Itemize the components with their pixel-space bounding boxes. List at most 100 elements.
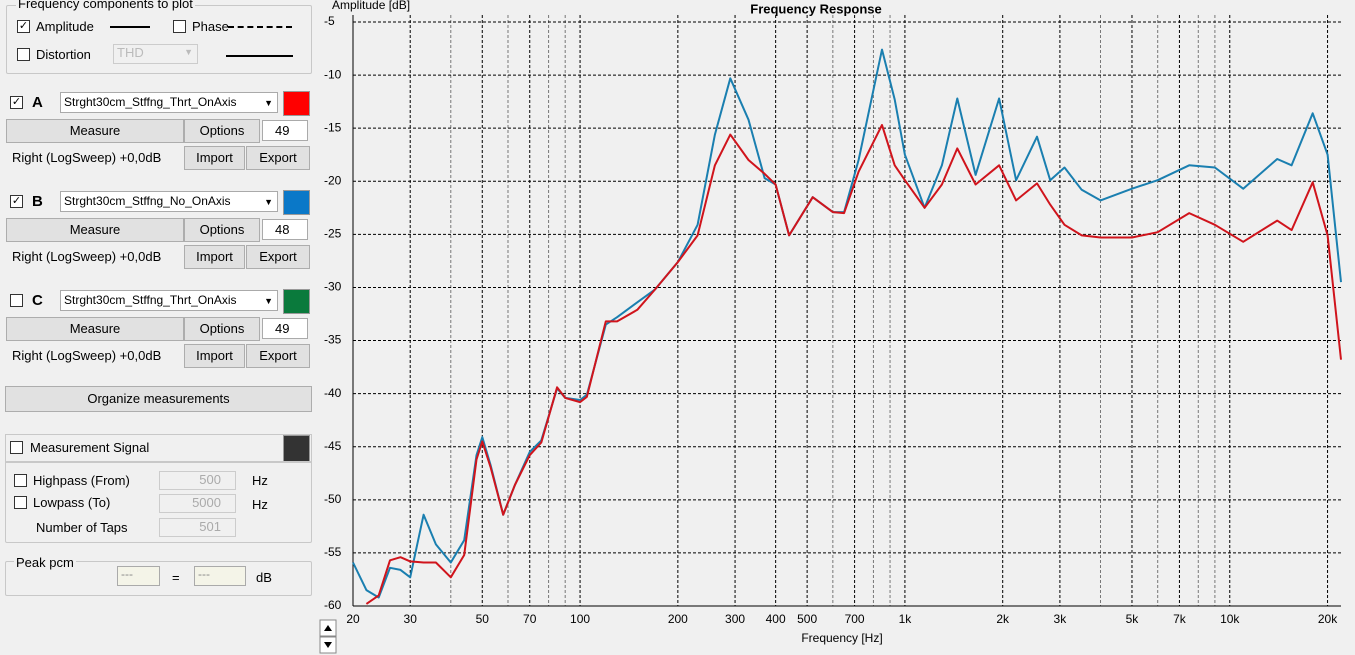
color-swatch[interactable] [283, 435, 310, 462]
export-button[interactable]: Export [246, 245, 310, 269]
sweep-label: Right (LogSweep) +0,0dB [12, 249, 162, 264]
chart-title: Frequency Response [750, 1, 882, 16]
color-swatch[interactable] [283, 190, 310, 215]
spin-input[interactable]: 48 [262, 219, 308, 240]
y-tick-label: -5 [324, 14, 335, 28]
x-tick-label: 200 [668, 612, 688, 626]
y-tick-label: -50 [324, 492, 342, 506]
unit-label: Hz [252, 473, 268, 488]
peak-group [5, 561, 312, 596]
spin-input[interactable]: 500 [159, 471, 236, 490]
x-tick-label: 70 [523, 612, 537, 626]
x-tick-label: 3k [1054, 612, 1068, 626]
scroll-down-arrow [324, 642, 332, 648]
measure-button[interactable]: Measure [6, 119, 184, 143]
y-tick-label: -60 [324, 598, 342, 612]
y-tick-label: -30 [324, 280, 342, 294]
y-tick-label: -40 [324, 386, 342, 400]
measurement-letter: A [32, 94, 43, 111]
checkbox[interactable] [14, 496, 27, 509]
checkbox[interactable]: ✓ [10, 96, 23, 109]
spin-input[interactable]: 49 [262, 120, 308, 141]
field-label: Number of Taps [36, 520, 128, 535]
measure-button[interactable]: Measure [6, 317, 184, 341]
x-tick-label: 400 [766, 612, 786, 626]
options-button[interactable]: Options [184, 317, 260, 341]
x-tick-label: 5k [1126, 612, 1140, 626]
series-line [365, 124, 1342, 605]
dropdown-arrow: ▼ [264, 98, 273, 108]
checkbox-label: Distortion [36, 47, 91, 62]
options-button[interactable]: Options [184, 119, 260, 143]
unit-label: dB [256, 570, 272, 585]
signal-group [5, 461, 312, 543]
dropdown[interactable]: THD ▼ [113, 44, 198, 64]
dropdown-value: Strght30cm_Stffng_Thrt_OnAxis [64, 95, 237, 109]
color-swatch[interactable] [283, 289, 310, 314]
checkbox-label: Phase [192, 19, 229, 34]
checkbox[interactable]: ✓ [10, 195, 23, 208]
dropdown-value: Strght30cm_Stffng_Thrt_OnAxis [64, 293, 237, 307]
signal-row [5, 434, 312, 463]
spin-input[interactable]: 501 [159, 518, 236, 537]
side-panel: Frequency components to plot ✓ Amplitude… [0, 0, 318, 655]
color-swatch[interactable] [283, 91, 310, 116]
export-button[interactable]: Export [246, 146, 310, 170]
x-tick-label: 30 [404, 612, 418, 626]
dropdown[interactable]: Strght30cm_Stffng_No_OnAxis ▼ [60, 191, 278, 212]
measurement-letter: C [32, 292, 43, 309]
sweep-label: Right (LogSweep) +0,0dB [12, 150, 162, 165]
spin-input[interactable]: 49 [262, 318, 308, 339]
import-button[interactable]: Import [184, 344, 245, 368]
line-style-sample [228, 26, 292, 28]
unit-label: Hz [252, 497, 268, 512]
dropdown[interactable]: Strght30cm_Stffng_Thrt_OnAxis ▼ [60, 92, 278, 113]
scroll-up-arrow [324, 625, 332, 631]
import-button[interactable]: Import [184, 245, 245, 269]
checkbox-label: Measurement Signal [30, 440, 150, 455]
checkbox[interactable] [10, 294, 23, 307]
checkbox[interactable]: ✓ [17, 20, 30, 33]
y-tick-label: -25 [324, 227, 342, 241]
x-tick-label: 1k [899, 612, 913, 626]
peak-input: --- [194, 566, 246, 586]
checkbox-label: Lowpass (To) [33, 495, 111, 510]
checkbox[interactable] [173, 20, 186, 33]
measure-button[interactable]: Measure [6, 218, 184, 242]
line-style-sample [226, 55, 293, 57]
checkbox-label: Amplitude [36, 19, 94, 34]
x-tick-label: 700 [845, 612, 865, 626]
dropdown-value: THD [117, 45, 144, 60]
checkbox[interactable] [17, 48, 30, 61]
checkbox[interactable] [10, 441, 23, 454]
measurement-letter: B [32, 193, 43, 210]
y-tick-label: -15 [324, 120, 342, 134]
y-tick-label: -45 [324, 439, 342, 453]
dropdown[interactable]: Strght30cm_Stffng_Thrt_OnAxis ▼ [60, 290, 278, 311]
x-tick-label: 20k [1318, 612, 1338, 626]
sweep-label: Right (LogSweep) +0,0dB [12, 348, 162, 363]
checkbox-label: Highpass (From) [33, 473, 130, 488]
group-title: Peak pcm [14, 555, 76, 570]
spin-input[interactable]: 5000 [159, 494, 236, 513]
dropdown-arrow: ▼ [264, 296, 273, 306]
x-tick-label: 100 [570, 612, 590, 626]
line-style-sample [110, 26, 150, 28]
y-tick-label: -55 [324, 545, 342, 559]
import-button[interactable]: Import [184, 146, 245, 170]
equals-sign: = [172, 570, 180, 585]
organize-button[interactable]: Organize measurements [5, 386, 312, 412]
options-button[interactable]: Options [184, 218, 260, 242]
export-button[interactable]: Export [246, 344, 310, 368]
checkbox[interactable] [14, 474, 27, 487]
y-tick-label: -35 [324, 333, 342, 347]
dropdown-value: Strght30cm_Stffng_No_OnAxis [64, 194, 231, 208]
x-tick-label: 2k [996, 612, 1010, 626]
dropdown-arrow: ▼ [264, 197, 273, 207]
x-tick-label: 7k [1173, 612, 1187, 626]
dropdown-arrow: ▼ [184, 47, 193, 57]
x-tick-label: 20 [346, 612, 360, 626]
series-line [352, 48, 1342, 599]
x-axis-label: Frequency [Hz] [801, 631, 882, 645]
